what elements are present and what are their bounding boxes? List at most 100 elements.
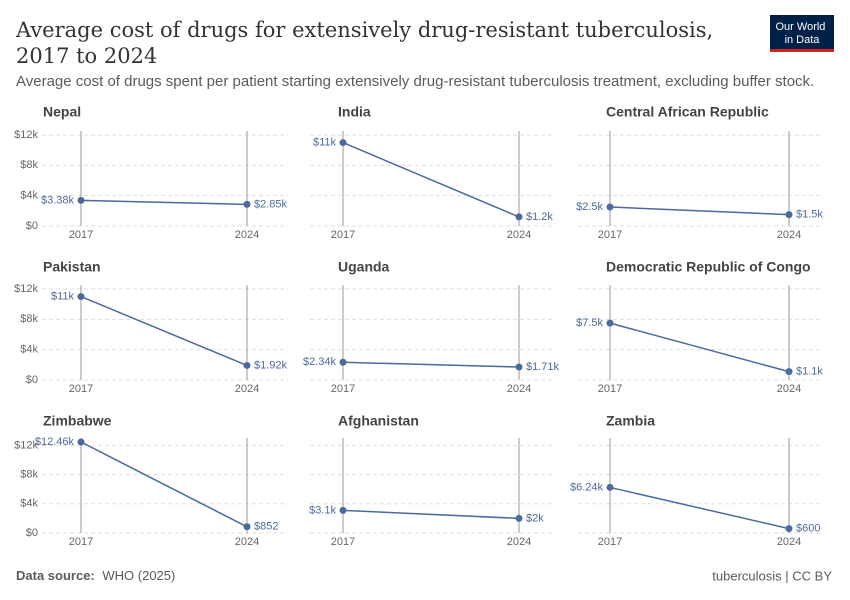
x-tick-label: 2017 <box>331 229 355 241</box>
logo-line: in Data <box>785 34 821 46</box>
value-label: $600 <box>796 523 820 535</box>
point <box>785 368 793 376</box>
logo-bar <box>770 49 834 52</box>
panel-title: Afghanistan <box>338 413 419 429</box>
y-tick-label: $0 <box>26 527 38 539</box>
value-label: $6.24k <box>570 481 604 493</box>
panel: Nepal $0 $4k $8k $12k 2017 2024 $3.38k $2.85k <box>14 104 288 241</box>
value-label: $2.34k <box>303 356 337 368</box>
x-tick-label: 2017 <box>598 383 622 395</box>
value-label: $7.5k <box>576 317 603 329</box>
line <box>609 206 790 216</box>
value-label: $2k <box>526 512 544 524</box>
x-tick-label: 2024 <box>507 536 531 548</box>
x-tick-label: 2017 <box>331 383 355 395</box>
point <box>243 523 251 531</box>
line <box>80 199 248 206</box>
x-tick-label: 2017 <box>69 383 93 395</box>
panel-title: Uganda <box>338 259 390 275</box>
point <box>606 203 614 211</box>
chart-title: Average cost of drugs for extensively dr… <box>15 18 720 68</box>
line <box>342 141 520 218</box>
panel-title: Nepal <box>43 104 81 120</box>
point <box>515 514 523 522</box>
logo-line: Our World <box>776 21 826 33</box>
panel: Zambia 2017 2024 $6.24k $600 <box>570 413 822 548</box>
value-label: $852 <box>254 521 278 533</box>
x-tick-label: 2024 <box>777 229 801 241</box>
panel-title: Democratic Republic of Congo <box>606 259 811 275</box>
panel-title: India <box>338 104 371 120</box>
point <box>339 139 347 147</box>
point <box>606 319 614 327</box>
panel-title: Zambia <box>606 413 655 429</box>
point <box>77 196 85 204</box>
x-tick-label: 2017 <box>598 229 622 241</box>
y-tick-label: $4k <box>20 344 38 356</box>
x-tick-label: 2017 <box>69 229 93 241</box>
x-tick-label: 2024 <box>507 383 531 395</box>
point <box>77 438 85 446</box>
x-tick-label: 2024 <box>777 536 801 548</box>
line <box>80 295 248 367</box>
y-tick-label: $12k <box>14 129 38 141</box>
point <box>339 506 347 514</box>
point <box>606 483 614 491</box>
x-tick-label: 2024 <box>777 383 801 395</box>
value-label: $1.1k <box>796 366 823 378</box>
x-tick-label: 2024 <box>235 229 259 241</box>
source-text: WHO (2025) <box>102 568 175 583</box>
point <box>515 363 523 371</box>
panel: India 2017 2024 $11k $1.2k <box>310 104 555 241</box>
y-tick-label: $8k <box>20 313 38 325</box>
value-label: $3.1k <box>309 504 336 516</box>
value-label: $1.92k <box>254 359 288 371</box>
value-label: $12.46k <box>35 436 75 448</box>
y-tick-label: $0 <box>26 374 38 386</box>
logo-box <box>770 15 834 52</box>
point <box>243 200 251 208</box>
panel-title: Pakistan <box>43 259 101 275</box>
chart-title-line: Average cost of drugs for extensively dr… <box>15 18 713 42</box>
y-tick-label: $8k <box>20 468 38 480</box>
point <box>77 293 85 301</box>
panel: Afghanistan 2017 2024 $3.1k $2k <box>309 413 555 548</box>
value-label: $11k <box>51 290 75 302</box>
y-tick-label: $4k <box>20 190 38 202</box>
value-label: $2.85k <box>254 198 288 210</box>
value-label: $1.5k <box>796 209 823 221</box>
x-tick-label: 2024 <box>235 536 259 548</box>
logo: Our World in Data <box>770 15 834 52</box>
panel: Central African Republic 2017 2024 $2.5k $1.… <box>576 104 823 241</box>
y-tick-label: $12k <box>14 439 38 451</box>
logo-text: Our World in Data <box>776 21 829 46</box>
point <box>515 213 523 221</box>
line <box>609 486 790 530</box>
license: tuberculosis | CC BY <box>712 568 832 583</box>
source-label: Data source: <box>16 568 95 583</box>
point <box>785 211 793 219</box>
y-tick-label: $4k <box>20 498 38 510</box>
source: Data source: WHO (2025) <box>16 568 175 583</box>
x-tick-label: 2024 <box>235 383 259 395</box>
line <box>609 322 790 373</box>
value-label: $11k <box>313 136 337 148</box>
chart-title-line: 2017 to 2024 <box>16 44 157 68</box>
line <box>342 509 520 520</box>
point <box>785 525 793 533</box>
x-tick-label: 2017 <box>598 536 622 548</box>
value-label: $1.71k <box>526 361 560 373</box>
x-tick-label: 2024 <box>507 229 531 241</box>
y-tick-label: $8k <box>20 159 38 171</box>
panel-title: Central African Republic <box>606 104 769 120</box>
point <box>339 358 347 366</box>
x-tick-label: 2017 <box>331 536 355 548</box>
y-tick-label: $12k <box>14 283 38 295</box>
value-label: $2.5k <box>576 201 603 213</box>
panel: Zimbabwe $0 $4k $8k $12k 2017 2024 $12.46k $852 <box>14 413 288 548</box>
panel: Pakistan $0 $4k $8k $12k 2017 2024 $11k $1.92k <box>14 259 288 395</box>
panel: Uganda 2017 2024 $2.34k $1.71k <box>303 259 560 395</box>
point <box>243 361 251 369</box>
y-tick-label: $0 <box>26 220 38 232</box>
